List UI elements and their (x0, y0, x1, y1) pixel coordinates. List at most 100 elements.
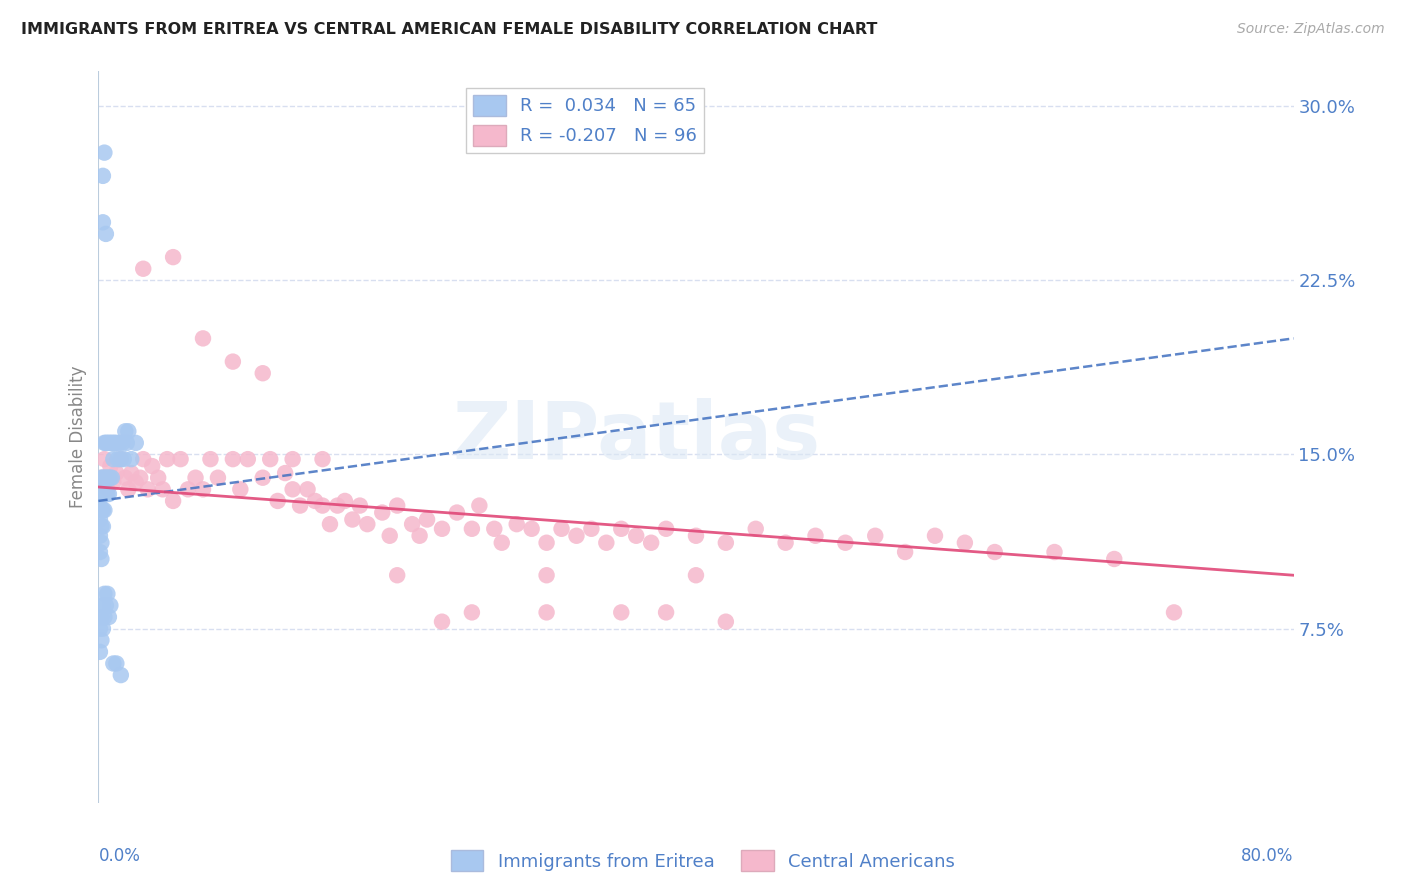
Point (536, 606, 558, 620)
Point (93, 610, 115, 624)
Point (120, 452, 142, 467)
Point (371, 506, 394, 520)
Point (89, 622, 111, 636)
Point (894, 545, 917, 559)
Point (91, 519, 114, 533)
Text: IMMIGRANTS FROM ERITREA VS CENTRAL AMERICAN FEMALE DISABILITY CORRELATION CHART: IMMIGRANTS FROM ERITREA VS CENTRAL AMERI… (21, 22, 877, 37)
Point (745, 522, 768, 536)
Point (89, 483, 111, 497)
Point (430, 615, 453, 629)
Point (252, 471, 274, 485)
Point (595, 535, 617, 549)
Point (401, 517, 423, 532)
Point (491, 535, 513, 549)
Point (89, 545, 111, 559)
Point (565, 529, 588, 543)
Point (288, 499, 311, 513)
Point (90, 633, 112, 648)
Point (484, 522, 506, 536)
Point (775, 535, 797, 549)
Point (1163, 606, 1185, 620)
Point (97, 471, 120, 485)
Point (91, 471, 114, 485)
Point (536, 535, 558, 549)
Point (430, 522, 453, 536)
Point (714, 535, 737, 549)
Point (91, 599, 114, 613)
Point (132, 261, 155, 276)
Point (274, 466, 297, 480)
Point (114, 424, 136, 438)
Point (105, 436, 128, 450)
Point (333, 494, 356, 508)
Point (94, 487, 117, 501)
Point (90, 535, 112, 549)
Point (93, 452, 115, 467)
Point (191, 483, 214, 497)
Point (184, 471, 207, 485)
Point (91, 503, 114, 517)
Point (91, 622, 114, 636)
Point (117, 424, 139, 438)
Point (110, 452, 132, 467)
Point (129, 471, 152, 485)
Point (103, 452, 125, 467)
Point (96, 471, 118, 485)
Point (89, 645, 111, 659)
Point (105, 657, 128, 671)
Point (162, 494, 184, 508)
Point (311, 499, 333, 513)
Point (111, 436, 134, 450)
Point (94, 471, 117, 485)
Point (581, 522, 603, 536)
Point (416, 512, 439, 526)
Point (229, 483, 252, 497)
Point (281, 483, 304, 497)
Point (89, 512, 111, 526)
Point (120, 466, 142, 480)
Point (98, 471, 122, 485)
Point (685, 568, 707, 582)
Point (550, 522, 572, 536)
Point (93, 436, 115, 450)
Point (90, 471, 112, 485)
Point (191, 331, 214, 345)
Point (468, 499, 491, 513)
Point (640, 535, 662, 549)
Point (610, 606, 633, 620)
Point (252, 366, 274, 380)
Legend: Immigrants from Eritrea, Central Americans: Immigrants from Eritrea, Central America… (443, 843, 963, 879)
Point (169, 452, 191, 467)
Point (207, 471, 229, 485)
Point (162, 250, 184, 264)
Point (96, 483, 118, 497)
Legend: R =  0.034   N = 65, R = -0.207   N = 96: R = 0.034 N = 65, R = -0.207 N = 96 (465, 87, 704, 153)
Point (297, 483, 319, 497)
Point (97, 487, 120, 501)
Point (108, 436, 131, 450)
Point (90, 471, 112, 485)
Point (326, 499, 349, 513)
Point (304, 494, 326, 508)
Point (520, 522, 543, 536)
Point (110, 452, 132, 467)
Point (98, 459, 122, 474)
Point (90, 552, 112, 566)
Point (461, 606, 484, 620)
Point (152, 483, 174, 497)
Point (114, 471, 136, 485)
Point (804, 529, 827, 543)
Point (865, 529, 887, 543)
Point (101, 471, 124, 485)
Point (953, 535, 976, 549)
Point (93, 503, 115, 517)
Point (125, 475, 148, 490)
Point (112, 452, 135, 467)
Point (222, 354, 245, 368)
Point (91, 215, 114, 229)
Point (91, 487, 114, 501)
Point (222, 452, 245, 467)
Point (103, 657, 125, 671)
Point (90, 519, 112, 533)
Point (378, 529, 401, 543)
